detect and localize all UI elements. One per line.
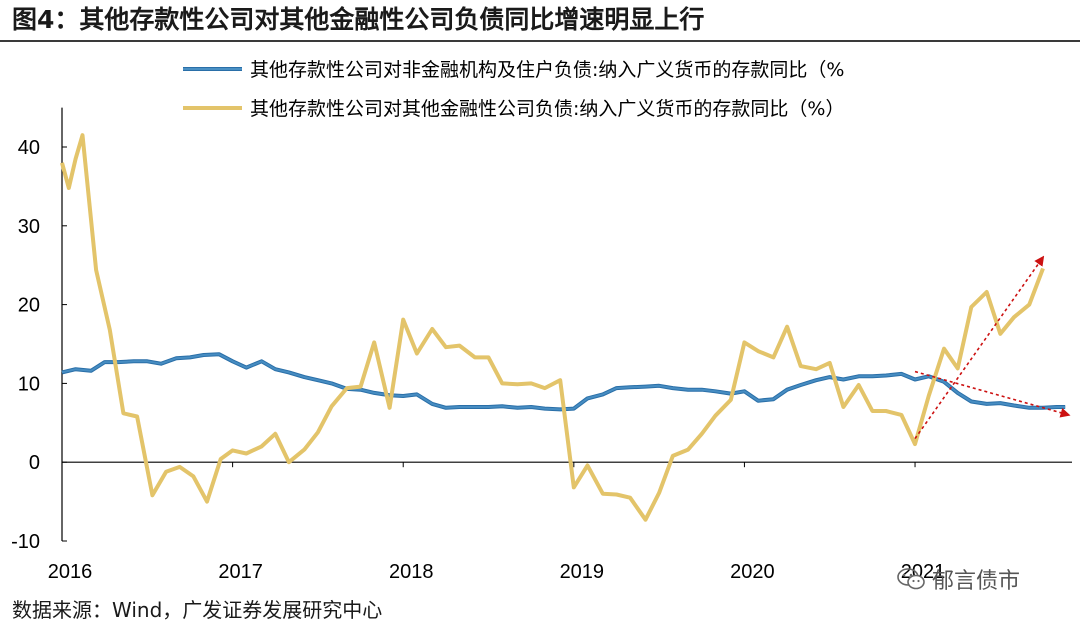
y-tick-label: 10: [18, 373, 40, 395]
x-tick-label: 2018: [389, 561, 434, 583]
title-divider: [0, 40, 1080, 42]
watermark-text: 郁言债市: [932, 569, 1021, 594]
y-tick-label: 20: [18, 295, 40, 317]
watermark: 郁言债市: [896, 563, 1020, 595]
x-tick-label: 2020: [730, 561, 775, 583]
trend-arrow-down: [914, 370, 1071, 418]
y-tick-label: 30: [18, 216, 40, 238]
x-tick-label: 2019: [560, 561, 605, 583]
legend-label-nonfinancial: 其他存款性公司对非金融机构及住户负债:纳入广义货币的存款同比（%: [250, 59, 844, 81]
legend-label-financial: 其他存款性公司对其他金融性公司负债:纳入广义货币的存款同比（%）: [250, 98, 844, 120]
trend-arrow-up: [914, 255, 1045, 440]
y-tick-label: 40: [18, 137, 40, 159]
x-tick-label: 2016: [48, 561, 93, 583]
y-tick-label: -10: [11, 531, 40, 553]
wechat-icon: [897, 568, 925, 590]
chart-title: 图4：其他存款性公司对其他金融性公司负债同比增速明显上行: [12, 5, 705, 34]
source-note: 数据来源：Wind，广发证券发展研究中心: [12, 598, 383, 622]
series-line-nonfinancial: [61, 353, 1066, 411]
series-line-financial: [60, 133, 1045, 522]
y-tick-label: 0: [29, 452, 40, 474]
x-tick-label: 2017: [218, 561, 263, 583]
